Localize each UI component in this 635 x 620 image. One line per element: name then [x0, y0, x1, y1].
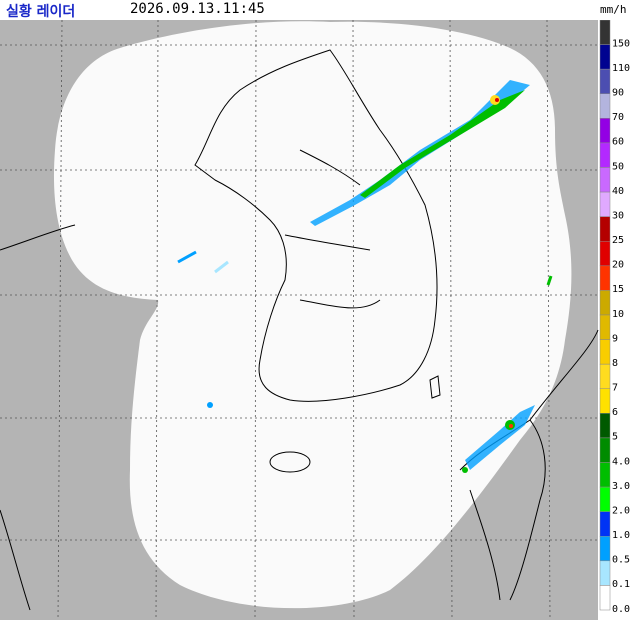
legend-swatch [599, 68, 611, 94]
legend-swatch [599, 19, 611, 45]
legend-swatch [599, 191, 611, 217]
legend-swatch [599, 265, 611, 291]
legend-label: 60 [612, 137, 624, 148]
legend-label: 10 [612, 309, 624, 320]
legend-swatch [599, 93, 611, 119]
legend-label: 15 [612, 284, 624, 295]
legend-label: 1.0 [612, 530, 630, 541]
legend-label: 3.0 [612, 481, 630, 492]
legend-swatch [599, 486, 611, 512]
legend-label: 5 [612, 432, 618, 443]
legend-swatch [599, 167, 611, 193]
legend-label: 40 [612, 186, 624, 197]
timestamp: 2026.09.13.11:45 [130, 1, 265, 17]
legend-label: 0.5 [612, 555, 630, 566]
radar-coverage [53, 21, 572, 609]
legend-swatch [599, 462, 611, 488]
grid-lines [0, 19, 598, 620]
legend-swatch [599, 314, 611, 340]
coastlines [0, 49, 599, 611]
header-bar: 실황 레이더 2026.09.13.11:45 mm/h [0, 0, 635, 20]
legend-swatch [599, 536, 611, 562]
legend-swatch [599, 511, 611, 537]
legend-swatch [599, 560, 611, 586]
legend-swatch [599, 216, 611, 242]
legend-swatch [599, 241, 611, 267]
legend-label: 6 [612, 407, 618, 418]
legend-label: 150 [612, 38, 630, 49]
legend-swatch [599, 585, 611, 611]
legend-swatch [599, 363, 611, 389]
legend-label: 25 [612, 235, 624, 246]
legend-label: 50 [612, 161, 624, 172]
legend-swatch [599, 44, 611, 70]
legend-swatch [599, 339, 611, 365]
legend-label: 9 [612, 333, 618, 344]
legend-swatch [599, 142, 611, 168]
title: 실황 레이더 [6, 4, 76, 20]
precipitation [177, 80, 553, 473]
legend-label: 4.0 [612, 456, 630, 467]
legend-label: 0.1 [612, 579, 630, 590]
legend-swatch [599, 437, 611, 463]
legend-label: 90 [612, 88, 624, 99]
legend-label: 2.0 [612, 505, 630, 516]
legend-label: 20 [612, 260, 624, 271]
legend-label: 70 [612, 112, 624, 123]
legend: 150 110 90 70 60 50 40 30 25 20 15 10 9 8 7 6 5 4.0 3.0 2.0… [599, 19, 630, 615]
unit: mm/h [600, 3, 627, 16]
legend-label: 7 [612, 383, 618, 394]
legend-label: 8 [612, 358, 618, 369]
legend-label: 30 [612, 210, 624, 221]
legend-swatch [599, 413, 611, 439]
legend-label: 0.0 [612, 604, 630, 615]
legend-label: 110 [612, 63, 630, 74]
legend-swatch [599, 290, 611, 316]
legend-swatch [599, 388, 611, 414]
legend-swatch [599, 118, 611, 144]
